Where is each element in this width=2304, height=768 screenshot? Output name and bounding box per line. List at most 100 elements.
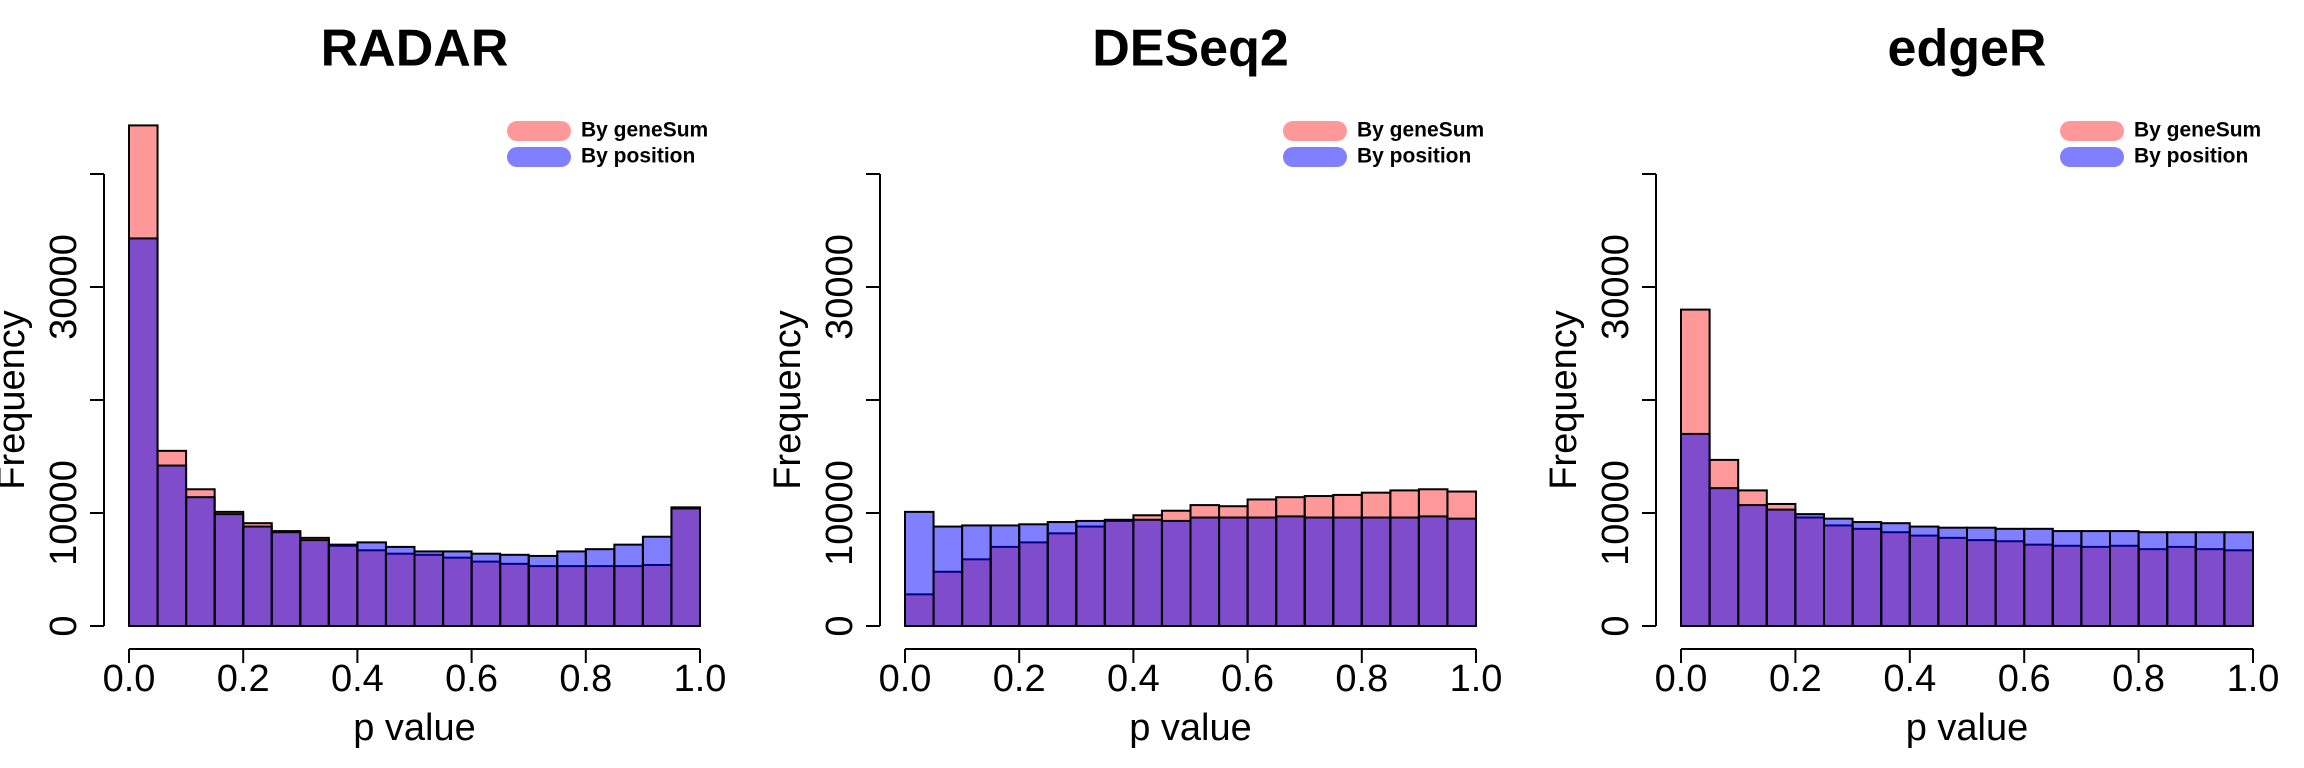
legend-label: By geneSum [1357,119,1484,142]
legend-label: By position [581,145,695,168]
histogram-bar [1765,508,1797,627]
histogram-bar [1132,518,1163,628]
histogram-bar [989,524,1021,627]
chart-title: DESeq2 [1092,20,1289,78]
histogram-bar [1680,432,1711,627]
chart-title: RADAR [321,20,509,78]
chart-title: edgeR [1888,20,2047,78]
y-axis-label: Frequency [1543,310,1585,490]
histogram-bar [327,543,359,628]
y-tick-label: 30000 [43,234,85,340]
histogram-bar [128,237,159,627]
histogram-bar [2051,530,2083,628]
x-tick-label: 0.0 [879,658,932,700]
histogram-bar [442,550,473,627]
y-tick-label: 0 [819,615,861,636]
histogram-bar [1966,526,1997,627]
legend-label: By geneSum [581,119,708,142]
histogram-bar [2194,531,2226,628]
legend-label: By position [1357,145,1471,168]
y-tick-label: 30000 [819,234,861,340]
histogram-bar [1737,504,1768,627]
histogram-bar [584,548,616,627]
x-tick-label: 0.4 [1107,658,1160,700]
y-tick-label: 10000 [43,460,85,566]
histogram-bar [299,539,330,627]
x-tick-label: 0.8 [1335,658,1388,700]
x-tick-label: 0.4 [1883,658,1936,700]
histogram-bar [1246,516,1278,628]
x-tick-label: 0.2 [1769,658,1822,700]
x-tick-label: 1.0 [674,658,727,700]
histogram-bar [670,507,702,628]
histogram-bar [499,553,530,627]
histogram-bar [2137,531,2169,628]
y-tick-label: 30000 [1595,234,1637,340]
histogram-bar [470,552,502,627]
x-tick-label: 0.6 [1998,658,2051,700]
histogram-bar [1994,527,2026,628]
x-tick-label: 0.6 [445,658,498,700]
histogram-bar [527,554,559,627]
histogram-bar [413,550,445,627]
y-tick-label: 10000 [819,460,861,566]
x-axis-label: p value [1906,707,2029,749]
legend-label: By geneSum [2134,119,2261,142]
histogram-bar [1360,516,1392,628]
histogram-bar [1823,517,1854,628]
histogram-bar [156,464,188,628]
histogram-bar [2223,531,2254,628]
x-tick-label: 1.0 [2227,658,2280,700]
histogram-bar [1446,517,1477,628]
legend-label: By position [2134,145,2248,168]
x-axis-label: p value [1129,707,1252,749]
histogram-bar [1332,516,1363,628]
histogram-bar [2023,527,2054,628]
histogram-bar [613,543,644,628]
histogram-bar [1160,519,1192,627]
histogram-bar [1880,522,1911,627]
histogram-bar [1018,523,1049,627]
histogram-bar [904,510,935,627]
histogram-bar [1417,515,1449,628]
y-axis-label: Frequency [0,310,33,490]
histogram-bar [1708,487,1740,628]
histogram-bar [1937,526,1969,627]
histogram-bar [1389,516,1420,628]
histogram-bar [556,550,587,627]
y-tick-label: 0 [43,615,85,636]
histogram-bar [2080,530,2111,628]
x-tick-label: 0.2 [217,658,270,700]
x-tick-label: 0.2 [993,658,1046,700]
y-axis-label: Frequency [767,310,809,490]
histogram-bar [270,531,302,628]
histogram-bar [932,525,964,627]
x-tick-label: 0.8 [2112,658,2165,700]
histogram-bar [1275,515,1306,628]
x-tick-label: 0.4 [331,658,384,700]
y-tick-label: 0 [1595,615,1637,636]
histogram-bar [185,496,216,627]
x-tick-label: 0.6 [1221,658,1274,700]
histogram-bar [1794,513,1826,628]
histogram-bar [1218,516,1249,628]
histogram-bar [356,541,387,628]
histogram-bar [1303,516,1335,628]
histogram-bar [1103,518,1135,628]
x-tick-label: 1.0 [1450,658,1503,700]
histogram-bar [961,524,992,627]
histogram-bar [641,535,673,627]
y-tick-label: 10000 [1595,460,1637,566]
x-tick-label: 0.8 [559,658,612,700]
x-tick-label: 0.0 [103,658,156,700]
histogram-bar [242,525,273,627]
histogram-bar [2166,531,2197,628]
x-tick-label: 0.0 [1655,658,1708,700]
histogram-bar [1908,525,1940,627]
x-axis-label: p value [353,707,476,749]
histogram-bar [1189,516,1221,628]
histogram-bar [384,545,416,628]
histogram-bar [213,513,245,628]
histogram-bar [1075,519,1106,627]
